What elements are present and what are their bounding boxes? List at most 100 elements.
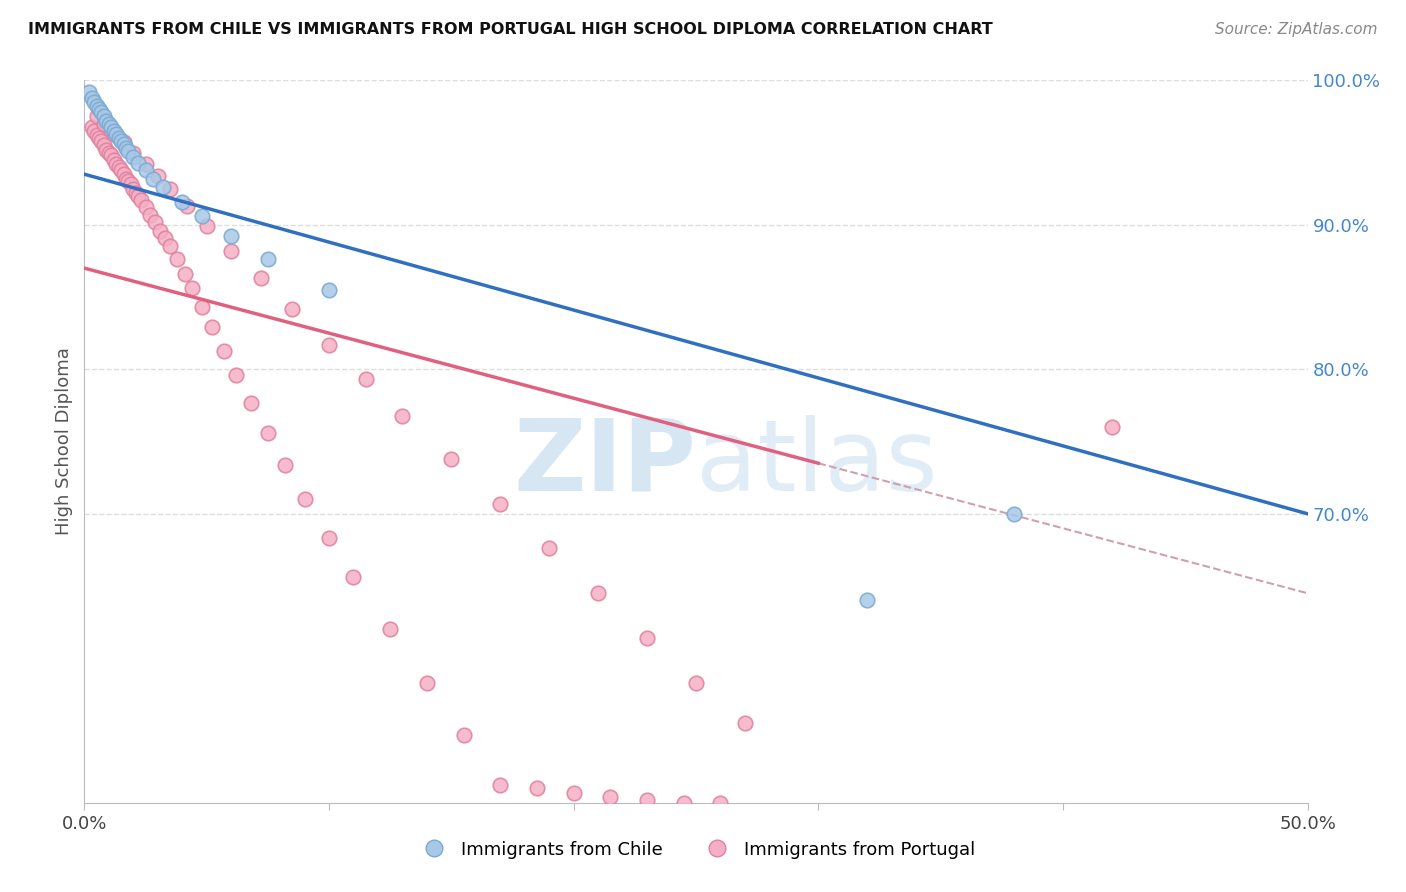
Point [354,372,377,386]
Point [112,136,135,150]
Point [318,337,340,351]
Point [103,124,125,138]
Point [135,201,157,215]
Point [115,141,138,155]
Point [107,131,129,145]
Point [110,162,132,177]
Y-axis label: High School Diploma: High School Diploma [55,348,73,535]
Point [149,223,172,237]
Point [87,131,110,145]
Point [257,425,280,440]
Point [105,127,128,141]
Point [212,343,235,358]
Point [127,155,149,169]
Point [1101,420,1123,434]
Point [685,676,707,690]
Point [274,458,297,472]
Point [87,102,110,116]
Point [143,215,166,229]
Point [80,120,103,134]
Point [135,157,157,171]
Point [83,95,105,109]
Point [173,267,195,281]
Point [453,728,475,742]
Point [122,181,145,195]
Point [112,167,135,181]
Point [734,716,756,731]
Point [97,145,120,160]
Point [105,157,128,171]
Point [281,301,304,316]
Point [586,586,609,600]
Point [181,281,204,295]
Point [90,105,112,120]
Point [239,395,262,409]
Point [77,85,100,99]
Point [100,120,122,134]
Point [856,593,879,607]
Point [117,174,139,188]
Point [86,109,108,123]
Point [112,136,135,151]
Point [93,109,115,123]
Point [538,541,561,556]
Point [416,676,439,690]
Point [526,781,548,796]
Point [142,171,165,186]
Point [709,796,731,810]
Point [1002,507,1025,521]
Text: Source: ZipAtlas.com: Source: ZipAtlas.com [1215,22,1378,37]
Point [146,169,169,183]
Point [96,143,118,157]
Point [103,153,125,167]
Text: ZIP: ZIP [513,415,696,512]
Point [117,144,139,158]
Point [110,134,132,148]
Point [225,368,247,382]
Point [562,786,585,800]
Point [152,180,174,194]
Point [115,171,138,186]
Point [96,113,118,128]
Point [125,186,148,200]
Point [294,492,316,507]
Point [318,532,340,546]
Point [159,181,181,195]
Point [135,162,157,177]
Point [599,790,621,805]
Point [122,145,145,160]
Point [86,99,108,113]
Point [172,194,194,209]
Point [129,193,152,207]
Point [86,128,108,143]
Point [219,229,242,244]
Point [153,231,176,245]
Point [636,793,658,807]
Text: IMMIGRANTS FROM CHILE VS IMMIGRANTS FROM PORTUGAL HIGH SCHOOL DIPLOMA CORRELATIO: IMMIGRANTS FROM CHILE VS IMMIGRANTS FROM… [28,22,993,37]
Point [219,244,242,258]
Point [318,283,340,297]
Point [191,300,214,314]
Point [107,160,129,174]
Point [191,209,214,223]
Point [97,117,120,131]
Point [127,189,149,203]
Point [139,208,162,222]
Point [440,451,463,466]
Point [100,148,122,162]
Point [342,570,364,584]
Point [80,90,103,104]
Point [489,779,512,793]
Point [103,127,125,141]
Point [249,271,271,285]
Point [120,178,142,192]
Point [489,497,512,511]
Point [195,219,218,234]
Point [380,623,402,637]
Point [83,124,105,138]
Point [636,631,658,645]
Point [257,252,280,267]
Text: atlas: atlas [696,415,938,512]
Point [672,796,695,810]
Point [93,117,115,131]
